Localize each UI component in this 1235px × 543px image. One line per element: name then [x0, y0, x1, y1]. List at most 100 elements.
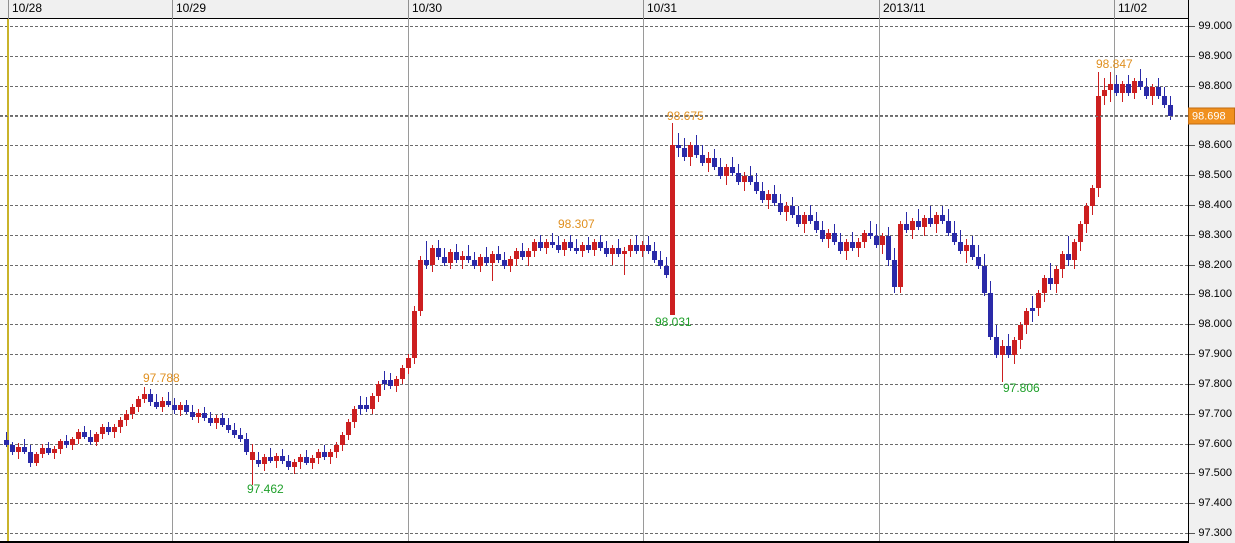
candle-body [208, 418, 213, 423]
candle-body [172, 404, 177, 411]
candle-body [34, 453, 39, 464]
candle-wick [552, 232, 553, 248]
candle-body [166, 400, 171, 405]
candle-body [808, 215, 813, 222]
candle-body [118, 420, 123, 427]
candle-body [712, 158, 717, 168]
candle-body [352, 408, 357, 423]
gridline-horizontal [0, 115, 1188, 117]
candle-wick [954, 221, 955, 245]
candle-wick [966, 238, 967, 263]
candle-wick [876, 224, 877, 248]
date-axis-tick [8, 0, 9, 19]
price-axis-label: 98.600 [1198, 139, 1232, 152]
candle-body [964, 244, 969, 251]
price-axis-label: 98.500 [1198, 169, 1232, 182]
candle-body [826, 232, 831, 239]
candle-body [802, 215, 807, 225]
candle-wick [612, 244, 613, 265]
candle-body [202, 412, 207, 419]
price-axis-tick [1189, 324, 1195, 326]
price-axis-tick [1189, 533, 1195, 535]
price-axis-tick [1189, 85, 1195, 88]
candle-body [772, 194, 777, 204]
candle-body [976, 256, 981, 266]
low-annotation: 97.806 [1003, 381, 1040, 395]
candle-body [466, 255, 471, 260]
candle-body [1018, 325, 1023, 341]
gridline-horizontal [0, 443, 1188, 445]
candle-body [736, 173, 741, 183]
current-price-badge: 98.698 [1188, 107, 1235, 125]
candle-body [1126, 83, 1131, 93]
candle-wick [324, 444, 325, 460]
candle-body [1054, 268, 1059, 284]
candle-body [868, 232, 873, 236]
candle-body [1024, 310, 1029, 326]
candle-wick [942, 206, 943, 225]
candle-body [100, 427, 105, 434]
price-axis-label: 97.800 [1198, 377, 1232, 390]
candle-wick [486, 246, 487, 266]
candle-body [52, 449, 57, 454]
candle-body [544, 241, 549, 248]
candle-body [418, 259, 423, 311]
price-axis-label: 98.800 [1198, 79, 1232, 92]
candle-body [790, 206, 795, 216]
candle-body [232, 429, 237, 435]
candle-body [820, 229, 825, 239]
candle-body [502, 259, 507, 266]
high-annotation: 98.675 [667, 109, 704, 123]
candle-body [616, 247, 621, 254]
price-axis-label: 98.400 [1198, 198, 1232, 211]
candle-body [430, 247, 435, 265]
candle-wick [426, 240, 427, 269]
gridline-horizontal [0, 533, 1188, 534]
candle-body [562, 241, 567, 250]
candle-body [664, 265, 669, 275]
candle-body [862, 232, 867, 242]
gridline-horizontal [0, 294, 1188, 296]
candle-body [40, 447, 45, 454]
candle-body [190, 411, 195, 417]
candle-body [196, 412, 201, 417]
candle-body [106, 427, 111, 432]
candle-body [250, 451, 255, 460]
candle-body [154, 402, 159, 407]
candle-body [112, 426, 117, 432]
candle-wick [366, 397, 367, 412]
candle-body [88, 436, 93, 442]
candle-body [448, 252, 453, 263]
candle-body [460, 255, 465, 260]
candle-body [748, 176, 753, 183]
candle-body [634, 244, 639, 251]
gridline-vertical [1114, 19, 1115, 543]
price-axis-tick [1189, 264, 1195, 267]
price-axis-tick [1189, 473, 1195, 475]
gridline-horizontal [0, 175, 1188, 177]
candle-body [1078, 224, 1083, 242]
price-axis-label: 97.900 [1198, 348, 1232, 361]
candle-wick [528, 247, 529, 266]
candle-body [220, 417, 225, 426]
date-axis: 10/28 10/29 10/30 10/31 2013/11 11/02 [0, 0, 1235, 19]
gridline-horizontal [0, 324, 1188, 326]
candle-body [304, 456, 309, 463]
candle-body [844, 241, 849, 251]
candle-wick [852, 231, 853, 251]
candle-body [886, 235, 891, 260]
candle-wick [906, 212, 907, 233]
candle-body [910, 221, 915, 230]
candle-body [730, 167, 735, 174]
candle-body [322, 452, 327, 458]
candle-body [538, 241, 543, 248]
candle-body [1138, 80, 1143, 87]
plot-area[interactable]: 97.788 97.462 98.307 98.675 98.031 97.806 98.8… [0, 19, 1188, 543]
candle-body [694, 145, 699, 156]
date-axis-label: 10/29 [176, 1, 207, 15]
candle-body [256, 459, 261, 465]
candle-body [1096, 95, 1101, 189]
candle-body [880, 235, 885, 245]
candle-body [124, 413, 129, 421]
session-marker-line [7, 19, 9, 543]
